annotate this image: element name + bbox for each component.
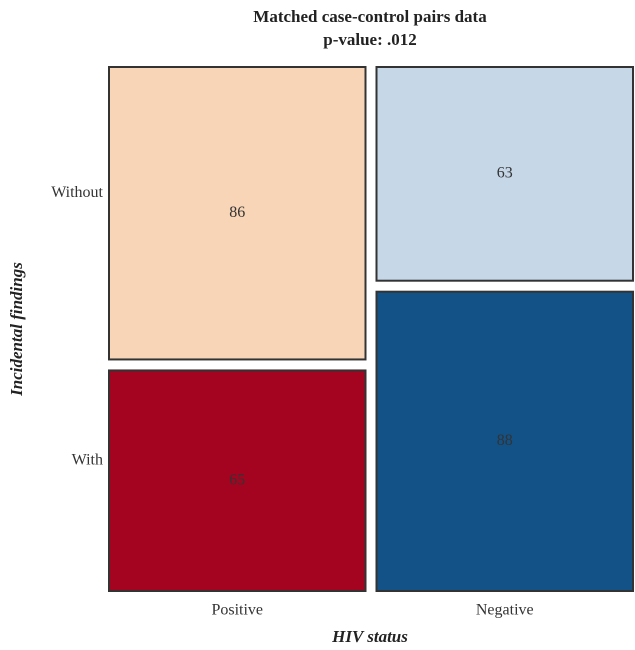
y-tick-label: Without: [51, 184, 103, 201]
mosaic-cell: [108, 369, 367, 592]
cell-label: 88: [497, 432, 513, 449]
cell-label: 86: [229, 204, 245, 221]
cell-label: 65: [229, 471, 245, 488]
mosaic-cell: [375, 66, 634, 282]
y-tick-label: With: [72, 452, 103, 469]
x-axis-title: HIV status: [331, 627, 408, 646]
x-tick-label: Positive: [211, 602, 263, 619]
y-axis-title: Incidental findings: [7, 262, 26, 397]
mosaic-cell: [108, 66, 367, 361]
cell-label: 63: [497, 165, 513, 182]
chart-title: Matched case-control pairs data: [253, 7, 487, 26]
chart-subtitle: p-value: .012: [323, 30, 417, 49]
x-tick-label: Negative: [476, 602, 534, 619]
mosaic-cell: [375, 290, 634, 592]
